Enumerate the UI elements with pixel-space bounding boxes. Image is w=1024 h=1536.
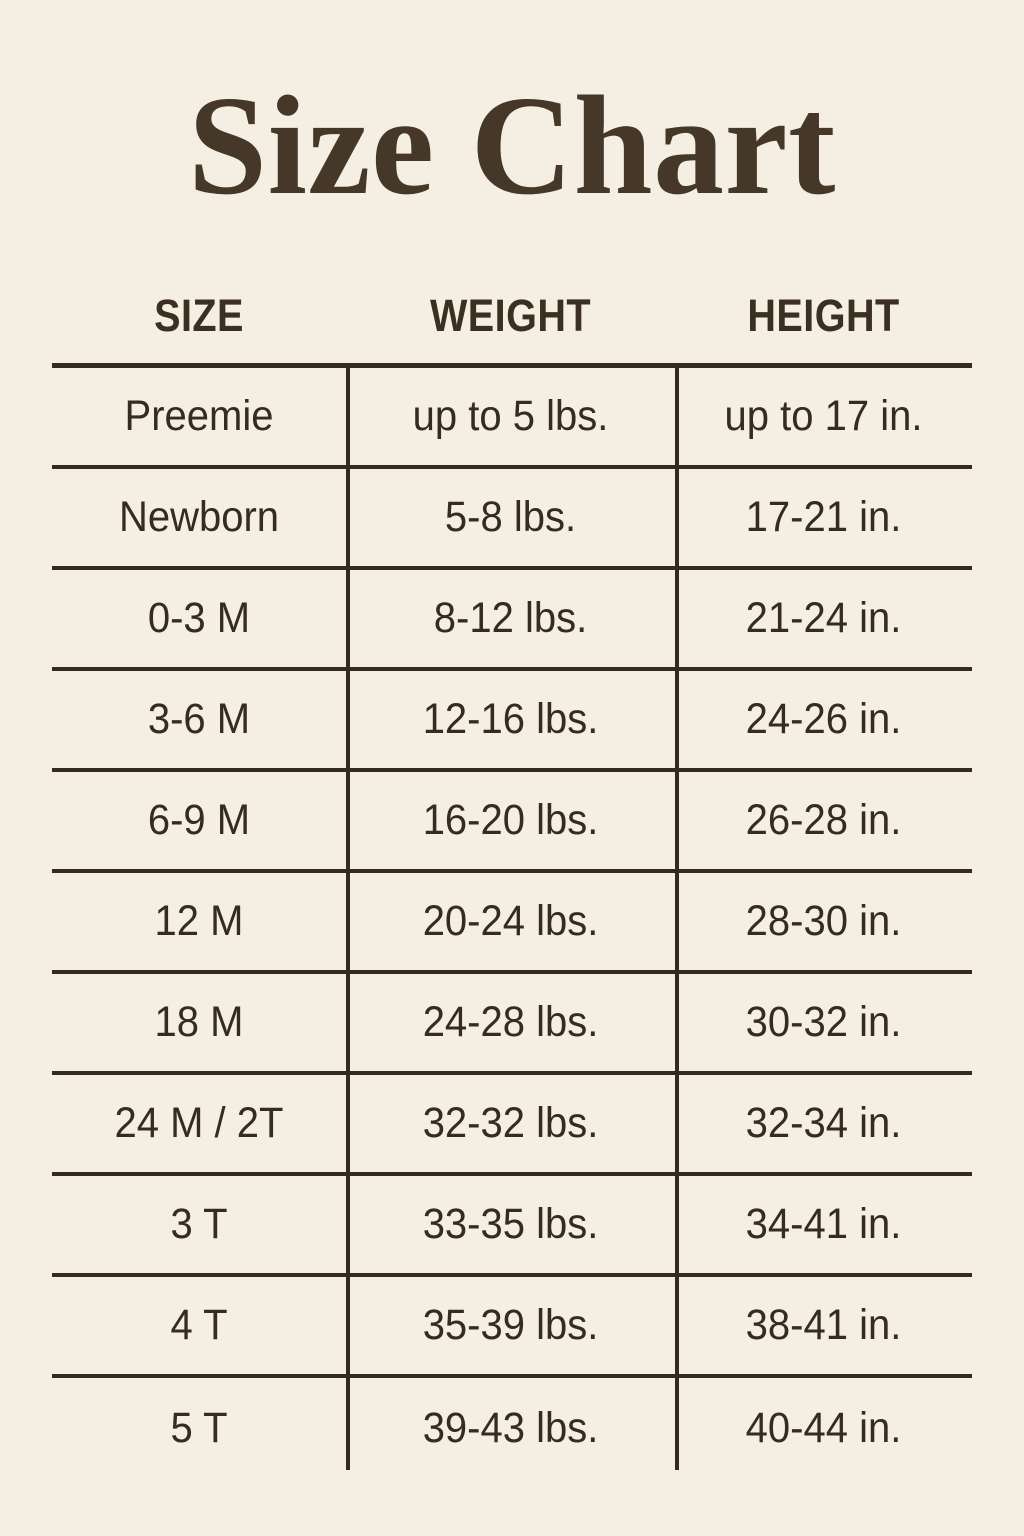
column-divider-2 bbox=[675, 368, 679, 1470]
table-row: Newborn 5-8 lbs. 17-21 in. bbox=[52, 469, 972, 570]
cell-size: 3 T bbox=[170, 1200, 228, 1248]
cell-weight: 5-8 lbs. bbox=[444, 493, 577, 541]
cell-size: Newborn bbox=[118, 493, 280, 541]
cell-size: 4 T bbox=[170, 1301, 228, 1349]
cell-height: 26-28 in. bbox=[745, 796, 902, 844]
cell-size: 5 T bbox=[170, 1404, 228, 1452]
cell-height: 32-34 in. bbox=[745, 1099, 902, 1147]
cell-weight: 35-39 lbs. bbox=[422, 1301, 599, 1349]
table-row: 3 T 33-35 lbs. 34-41 in. bbox=[52, 1176, 972, 1277]
table-row: 4 T 35-39 lbs. 38-41 in. bbox=[52, 1277, 972, 1378]
cell-height: 34-41 in. bbox=[745, 1200, 902, 1248]
page-title: Size Chart bbox=[188, 66, 836, 224]
cell-weight: 8-12 lbs. bbox=[433, 594, 588, 642]
cell-height: 30-32 in. bbox=[745, 998, 902, 1046]
cell-size: 12 M bbox=[154, 897, 244, 945]
size-chart-table: SIZE WEIGHT HEIGHT Preemie up to 5 lbs. … bbox=[52, 268, 972, 1479]
cell-size: 3-6 M bbox=[147, 695, 251, 743]
cell-weight: 24-28 lbs. bbox=[422, 998, 599, 1046]
table-row: 18 M 24-28 lbs. 30-32 in. bbox=[52, 974, 972, 1075]
cell-height: up to 17 in. bbox=[724, 392, 923, 440]
table-row: 5 T 39-43 lbs. 40-44 in. bbox=[52, 1378, 972, 1479]
cell-size: Preemie bbox=[124, 392, 274, 440]
column-header-weight: WEIGHT bbox=[429, 289, 592, 341]
column-header-size: SIZE bbox=[154, 289, 244, 341]
table-row: 6-9 M 16-20 lbs. 26-28 in. bbox=[52, 772, 972, 873]
table-row: 0-3 M 8-12 lbs. 21-24 in. bbox=[52, 570, 972, 671]
cell-size: 0-3 M bbox=[147, 594, 251, 642]
column-header-height: HEIGHT bbox=[747, 289, 900, 341]
cell-weight: 32-32 lbs. bbox=[422, 1099, 599, 1147]
cell-weight: 12-16 lbs. bbox=[422, 695, 599, 743]
table-row: 12 M 20-24 lbs. 28-30 in. bbox=[52, 873, 972, 974]
cell-height: 21-24 in. bbox=[745, 594, 902, 642]
cell-weight: 20-24 lbs. bbox=[422, 897, 599, 945]
cell-weight: 16-20 lbs. bbox=[422, 796, 599, 844]
cell-weight: up to 5 lbs. bbox=[412, 392, 609, 440]
cell-height: 28-30 in. bbox=[745, 897, 902, 945]
column-divider-1 bbox=[346, 368, 350, 1470]
cell-height: 38-41 in. bbox=[745, 1301, 902, 1349]
cell-height: 24-26 in. bbox=[745, 695, 902, 743]
cell-weight: 33-35 lbs. bbox=[422, 1200, 599, 1248]
cell-size: 24 M / 2T bbox=[114, 1099, 284, 1147]
cell-weight: 39-43 lbs. bbox=[422, 1404, 599, 1452]
cell-height: 17-21 in. bbox=[745, 493, 902, 541]
cell-height: 40-44 in. bbox=[745, 1404, 902, 1452]
cell-size: 6-9 M bbox=[147, 796, 251, 844]
table-row: 3-6 M 12-16 lbs. 24-26 in. bbox=[52, 671, 972, 772]
table-row: 24 M / 2T 32-32 lbs. 32-34 in. bbox=[52, 1075, 972, 1176]
cell-size: 18 M bbox=[154, 998, 244, 1046]
table-row: Preemie up to 5 lbs. up to 17 in. bbox=[52, 368, 972, 469]
table-header-row: SIZE WEIGHT HEIGHT bbox=[52, 268, 972, 368]
